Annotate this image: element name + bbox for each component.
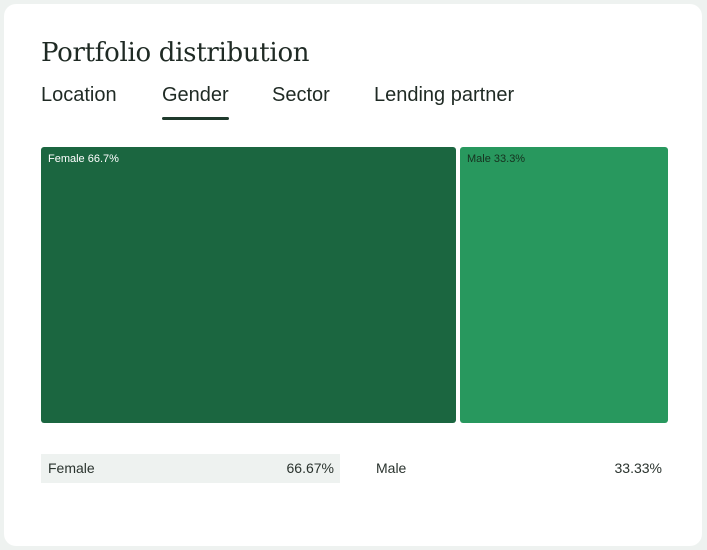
distribution-legend: Female 66.67% Male 33.33% [41,454,668,484]
tab-location[interactable]: Location [41,84,117,106]
legend-percent: 66.67% [286,460,334,476]
legend-name: Female [48,460,95,476]
tab-sector[interactable]: Sector [272,84,330,106]
legend-percent: 33.33% [614,460,662,476]
legend-name: Male [376,460,407,476]
treemap-tile-label: Male 33.3% [467,153,526,165]
tab-lending-partner[interactable]: Lending partner [374,84,515,106]
treemap-tile-female[interactable]: Female 66.7% [41,147,456,423]
legend-row-female[interactable]: Female 66.67% [41,454,340,483]
gender-treemap: Female 66.7% Male 33.3% [41,147,668,423]
treemap-tile-male[interactable]: Male 33.3% [460,147,668,423]
page-title: Portfolio distribution [41,38,310,68]
tab-gender[interactable]: Gender [162,84,229,120]
portfolio-card: Portfolio distribution Location Gender S… [4,4,702,546]
treemap-tile-label: Female 66.7% [48,153,119,165]
legend-row-male[interactable]: Male 33.33% [369,454,668,483]
